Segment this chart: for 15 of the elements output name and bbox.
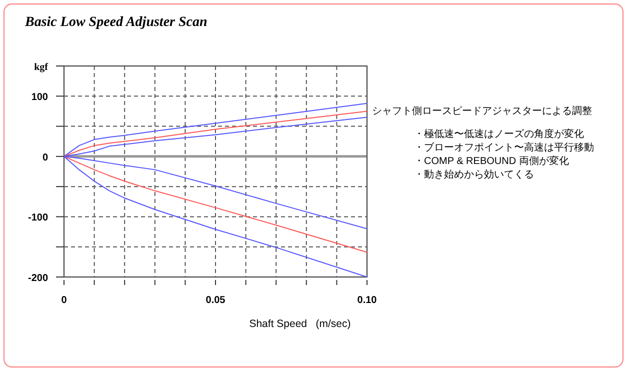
text: ・極低速〜低速はノーズの角度が変化 [414,128,584,140]
y-tick-label: -200 [28,273,48,284]
x-tick-label: 0 [61,295,68,306]
y-tick-label: -100 [28,212,48,224]
x-axis-title: Shaft Speed (m/sec) [249,318,351,330]
text: シャフト側ロースピードアジャスターによる調整 [372,105,592,117]
y-tick-label: 100 [31,92,48,104]
text: ・ブローオフポイント〜高速は平行移動 [414,142,594,154]
chart-title: Basic Low Speed Adjuster Scan [24,15,208,30]
text: ・動き始めから効いてくる [414,168,534,180]
x-tick-label: 0.10 [357,295,378,306]
text: ・COMP & REBOUND 両側が変化 [414,155,569,167]
y-axis-title: kgf [34,62,49,73]
x-tick-label: 0.05 [206,295,226,306]
y-tick-label: 0 [42,152,48,164]
